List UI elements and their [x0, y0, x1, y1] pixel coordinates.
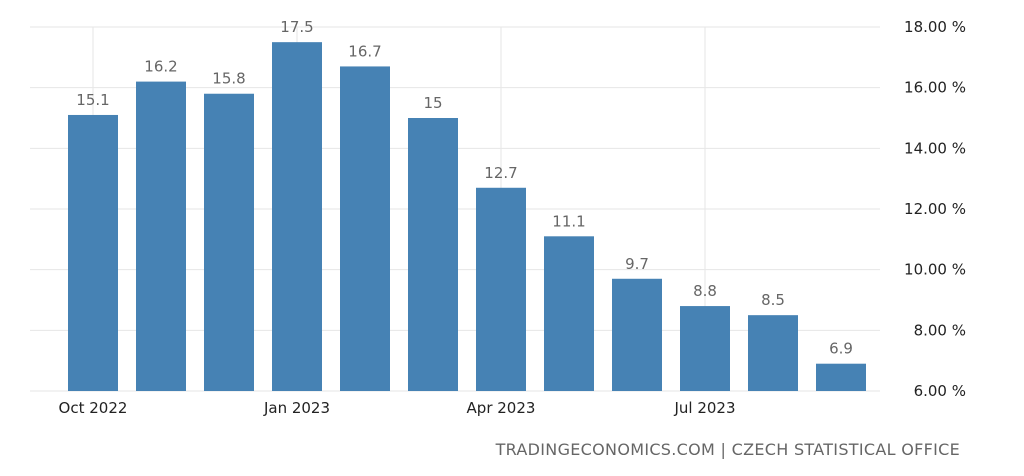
- bar: [748, 315, 798, 391]
- data-label: 11.1: [552, 212, 585, 230]
- y-tick-label: 8.00 %: [914, 321, 966, 339]
- source-separator: |: [720, 440, 727, 459]
- bar: [136, 81, 186, 391]
- source-footer: TRADINGECONOMICS.COM | CZECH STATISTICAL…: [496, 440, 960, 459]
- x-tick-label: Jul 2023: [673, 399, 735, 417]
- data-label: 17.5: [280, 18, 313, 36]
- x-tick-label: Jan 2023: [263, 399, 330, 417]
- bar: [680, 306, 730, 391]
- y-tick-label: 18.00 %: [904, 18, 966, 36]
- data-label: 8.5: [761, 291, 785, 309]
- data-label: 15.1: [76, 91, 109, 109]
- data-label: 8.8: [693, 282, 717, 300]
- bar: [408, 118, 458, 391]
- data-label: 6.9: [829, 340, 853, 358]
- x-tick-label: Apr 2023: [467, 399, 536, 417]
- y-tick-label: 16.00 %: [904, 79, 966, 97]
- bar: [272, 42, 322, 392]
- bar: [476, 187, 526, 391]
- bar-chart: 15.1 16.2 15.8 17.5 16.7 15 12.7 11.1 9.7 8.8 8.5 6…: [30, 18, 966, 417]
- source-site: TRADINGECONOMICS.COM: [495, 440, 716, 459]
- data-label: 15: [423, 94, 442, 112]
- bars: [68, 42, 866, 392]
- y-tick-label: 14.00 %: [904, 139, 966, 157]
- bar: [204, 93, 254, 391]
- bar: [340, 66, 390, 391]
- y-tick-label: 12.00 %: [904, 200, 966, 218]
- x-tick-label: Oct 2022: [59, 399, 128, 417]
- bar: [816, 363, 866, 391]
- data-label: 16.2: [144, 58, 177, 76]
- data-label: 15.8: [212, 70, 245, 88]
- bar: [544, 236, 594, 391]
- data-label: 9.7: [625, 255, 649, 273]
- data-label: 12.7: [484, 164, 517, 182]
- bar: [612, 278, 662, 391]
- bar: [68, 114, 118, 391]
- y-tick-label: 10.00 %: [904, 261, 966, 279]
- data-label: 16.7: [348, 42, 381, 60]
- y-tick-label: 6.00 %: [914, 382, 966, 400]
- source-name: CZECH STATISTICAL OFFICE: [731, 440, 960, 459]
- data-labels: 15.1 16.2 15.8 17.5 16.7 15 12.7 11.1 9.7 8.8 8.5 6…: [76, 18, 853, 358]
- y-axis-ticks: 6.00 % 8.00 % 10.00 % 12.00 % 14.00 % 16.00 %…: [904, 18, 966, 400]
- x-axis-ticks: Oct 2022 Jan 2023 Apr 2023 Jul 2023: [59, 399, 736, 417]
